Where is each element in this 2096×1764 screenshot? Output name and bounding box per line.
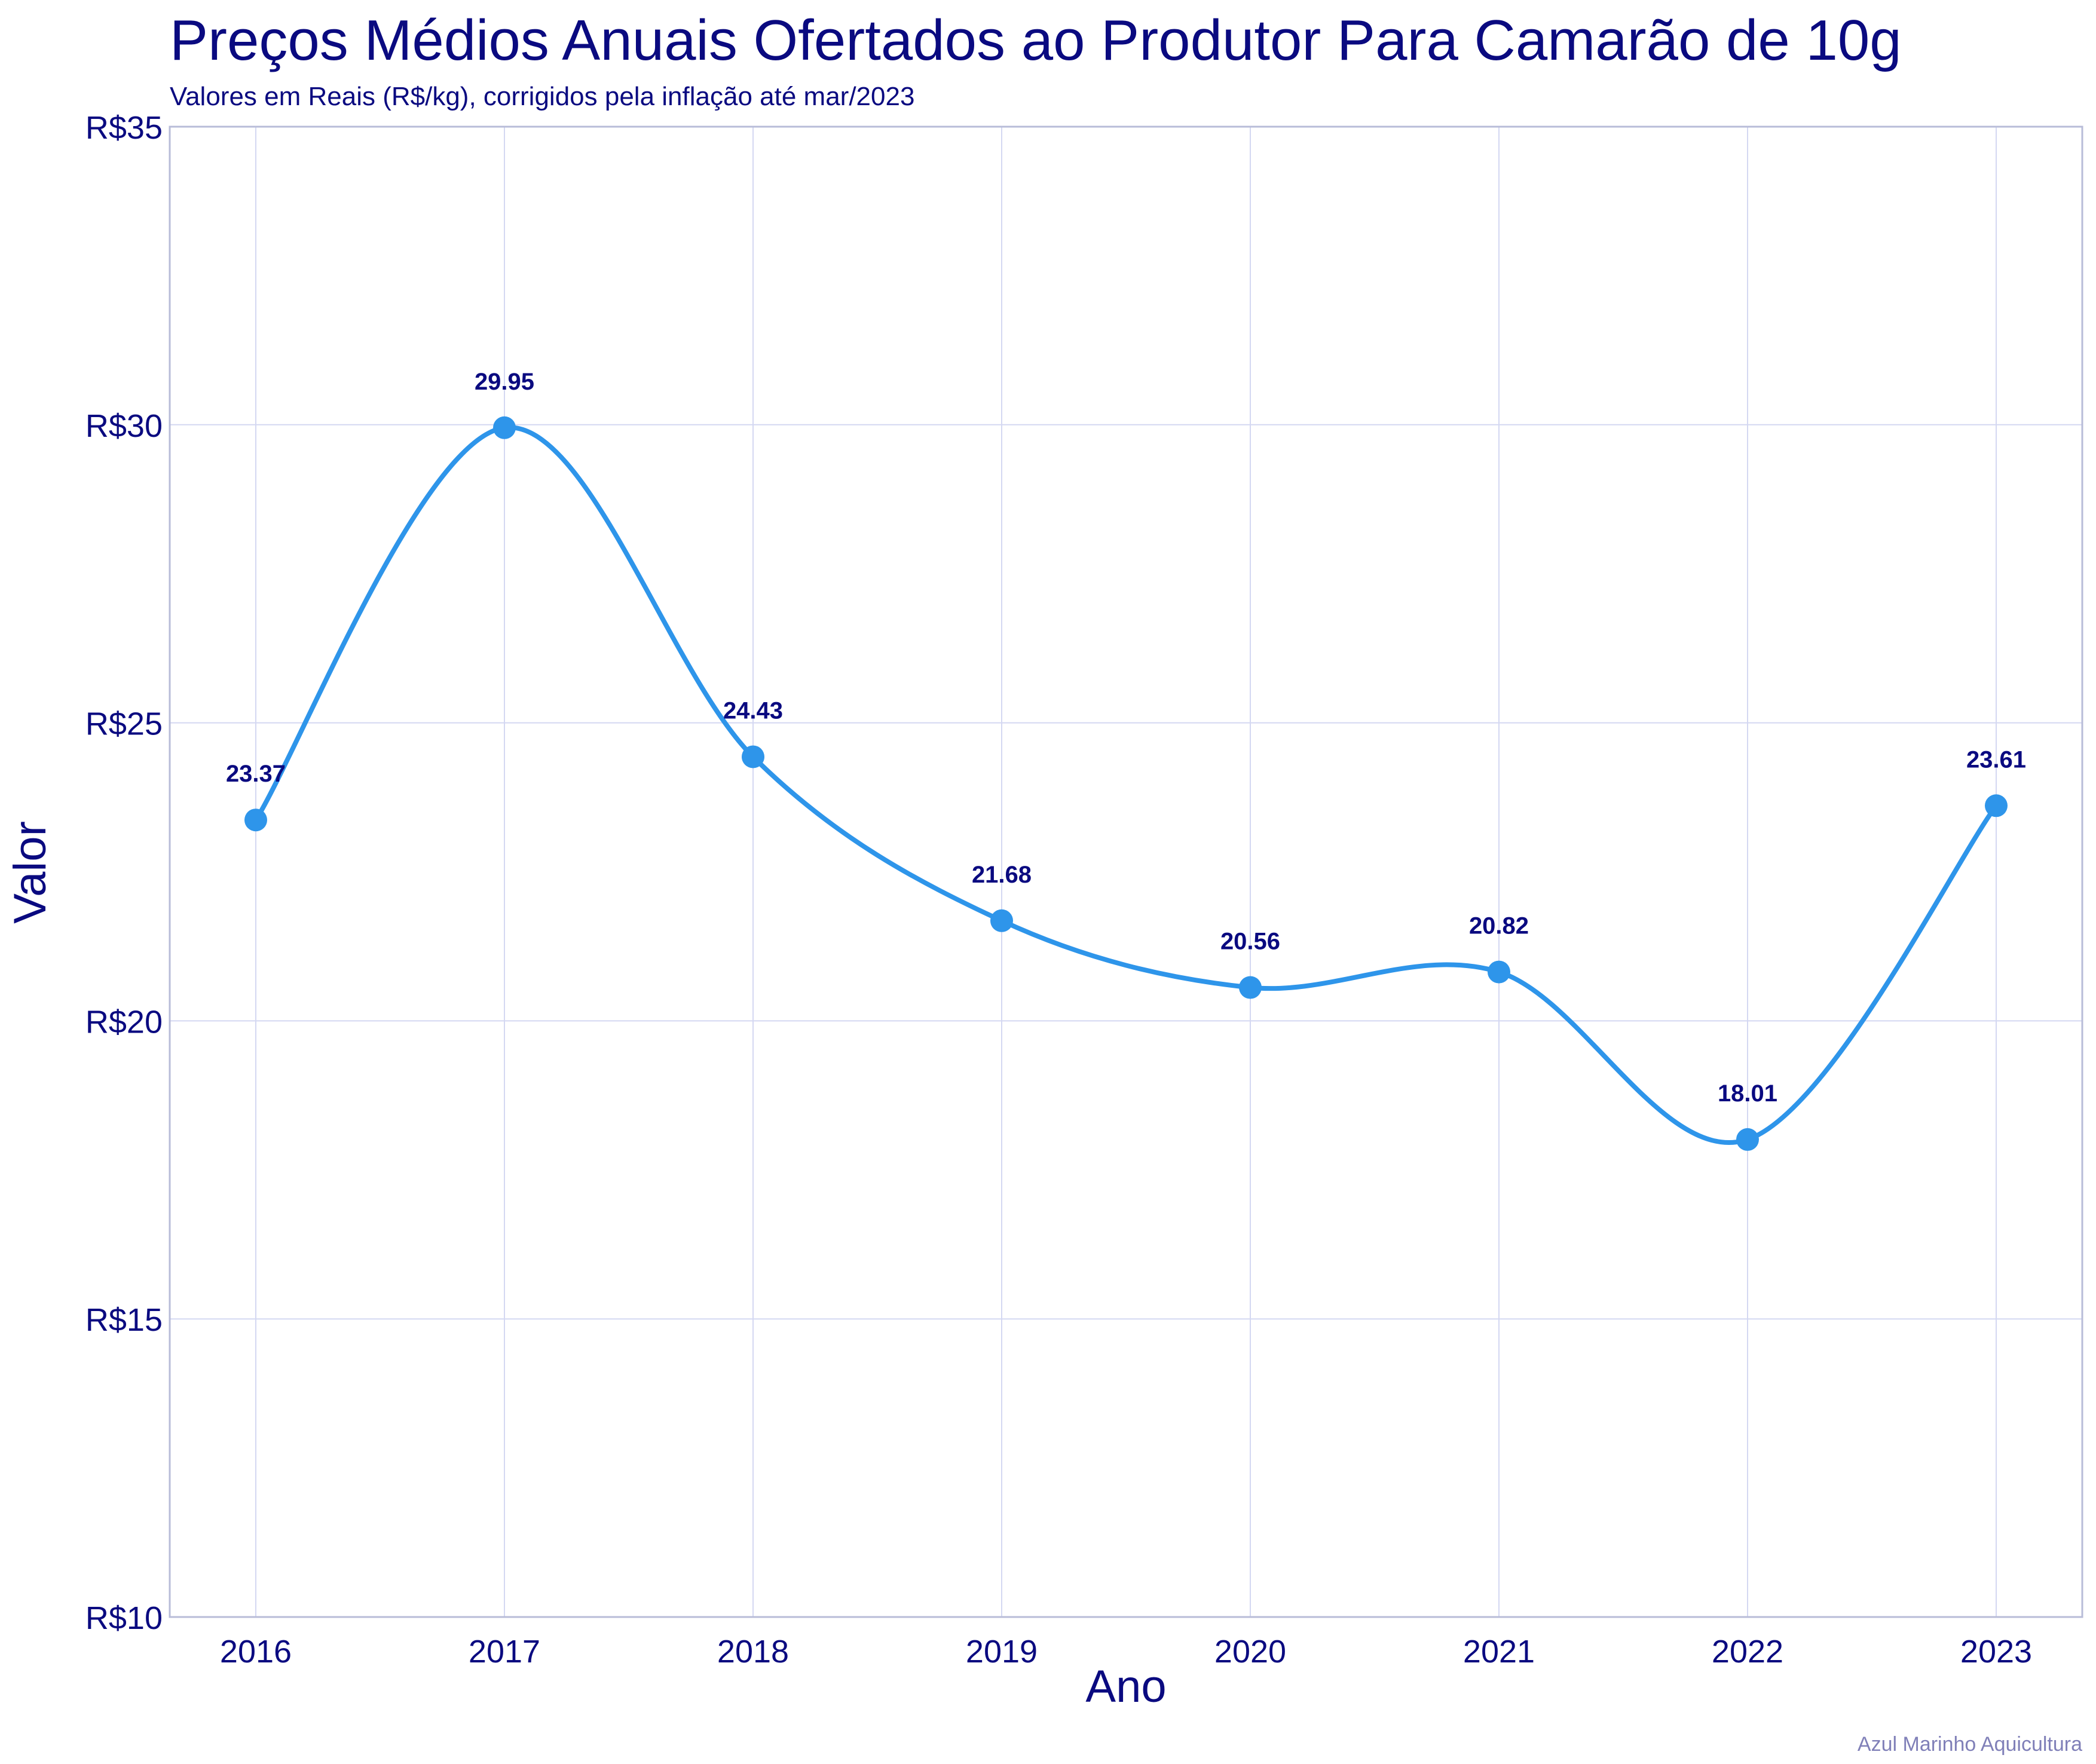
data-label: 24.43 (723, 697, 783, 724)
x-tick-label: 2021 (1463, 1634, 1535, 1670)
data-point (244, 808, 267, 832)
data-point (1985, 794, 2008, 817)
y-tick-label: R$30 (85, 408, 163, 444)
data-point (1736, 1128, 1759, 1151)
data-point (742, 745, 764, 768)
data-label: 18.01 (1718, 1080, 1777, 1107)
data-label: 23.37 (226, 761, 286, 787)
y-axis-label: Valor (5, 821, 56, 924)
data-label: 29.95 (475, 369, 534, 395)
y-tick-label: R$10 (85, 1600, 163, 1636)
data-label: 21.68 (972, 862, 1032, 888)
y-tick-label: R$15 (85, 1302, 163, 1338)
x-tick-label: 2020 (1214, 1634, 1286, 1670)
y-axis: R$10 R$15 R$20 R$25 R$30 R$35 (85, 110, 163, 1636)
chart-caption: Azul Marinho Aquicultura (1858, 1733, 2082, 1756)
chart-title: Preços Médios Anuais Ofertados ao Produt… (170, 8, 1902, 72)
plot-frame (169, 125, 2083, 1618)
data-point (1488, 960, 1510, 984)
y-tick-label: R$25 (85, 706, 163, 742)
x-tick-label: 2022 (1712, 1634, 1783, 1670)
x-tick-label: 2018 (717, 1634, 789, 1670)
x-tick-label: 2016 (220, 1634, 292, 1670)
data-point (493, 416, 516, 439)
x-axis: 2016 2017 2018 2019 2020 2021 2022 2023 (220, 1634, 2032, 1670)
data-point (990, 909, 1013, 932)
data-label: 20.56 (1220, 929, 1280, 955)
x-tick-label: 2017 (469, 1634, 540, 1670)
y-tick-label: R$35 (85, 110, 163, 146)
data-point (1239, 976, 1262, 999)
data-labels: 23.37 29.95 24.43 21.68 20.56 20.82 18.01 23.61 (226, 369, 2026, 1107)
data-label: 23.61 (1966, 746, 2026, 773)
data-label: 20.82 (1469, 913, 1529, 939)
series (244, 416, 2008, 1151)
x-axis-label: Ano (1085, 1661, 1166, 1712)
y-tick-label: R$20 (85, 1004, 163, 1040)
series-line (253, 425, 1999, 1145)
grid (170, 126, 2082, 1618)
x-tick-label: 2019 (966, 1634, 1038, 1670)
x-tick-label: 2023 (1960, 1634, 2032, 1670)
chart-subtitle: Valores em Reais (R$/kg), corrigidos pel… (170, 82, 914, 111)
